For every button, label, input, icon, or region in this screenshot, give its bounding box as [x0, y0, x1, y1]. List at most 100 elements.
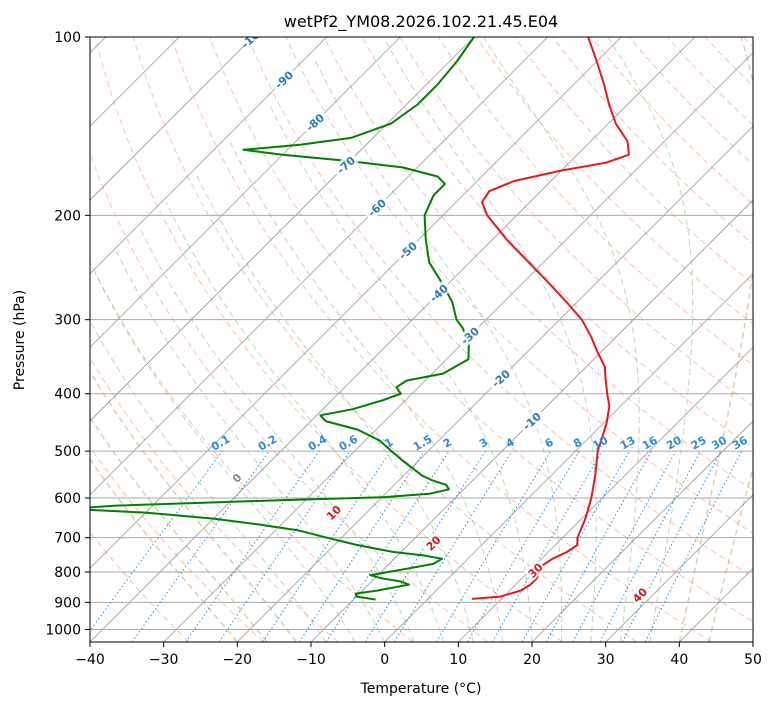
y-tick-label: 500 [54, 444, 81, 460]
moist-adiabat-line [90, 458, 238, 642]
mixing-ratio-label: 0.4 [306, 432, 330, 453]
mixing-ratio-line [262, 450, 392, 642]
moist-adiabat-line [90, 416, 268, 642]
x-tick-label: −10 [296, 652, 326, 668]
moist-adiabat-line [678, 37, 753, 642]
dry-adiabat-label-bg [421, 531, 444, 554]
dry-adiabat-line [323, 37, 753, 491]
isotherm-label-bg [424, 279, 453, 307]
dry-adiabat-line [90, 531, 190, 642]
isotherm-line [384, 273, 753, 642]
mixing-ratio-label: 1 [382, 436, 395, 451]
isotherm-label-bg [362, 193, 391, 221]
isotherm-label-bg [393, 236, 422, 264]
mixing-ratio-line [599, 450, 701, 642]
x-axis-label: Temperature (°C) [360, 681, 482, 697]
isotherm-label-bg [269, 65, 298, 93]
moist-adiabat-line [482, 37, 640, 642]
x-tick-label: 20 [523, 652, 541, 668]
dewpoint-profile-line [90, 37, 475, 601]
mixing-ratio-line [185, 450, 320, 642]
dry-adiabat-line [94, 37, 563, 642]
dry-adiabat-label-bg [628, 583, 651, 606]
moist-adiabat-line [90, 319, 327, 642]
isotherm-line [752, 641, 753, 642]
moist-adiabat-line [383, 37, 597, 642]
mixing-ratio-label: 30 [709, 433, 729, 452]
x-tick-label: 0 [380, 652, 389, 668]
mixing-ratio-line [90, 450, 223, 632]
y-tick-label: 900 [54, 595, 81, 611]
isotherm-line [90, 37, 327, 275]
mixing-ratio-line [325, 450, 450, 642]
dry-adiabat-line [171, 37, 712, 642]
y-tick-label: 400 [54, 387, 81, 403]
profile-lines [90, 37, 630, 601]
dry-adiabat-line [90, 356, 339, 642]
y-tick-label: 1000 [45, 622, 81, 638]
dry-adiabat-line [552, 37, 753, 245]
dry-adiabat-line [90, 260, 414, 642]
y-tick-label: 200 [54, 208, 81, 224]
mixing-ratio-label: 36 [730, 433, 750, 452]
isotherm-line [90, 37, 254, 201]
mixing-ratio-label: 0.1 [209, 433, 232, 454]
moist-adiabat-line [115, 251, 386, 642]
dry-adiabat-line [399, 37, 753, 407]
mixing-ratio-label: 13 [618, 434, 638, 453]
x-tick-label: 30 [597, 652, 615, 668]
dry-adiabat-line [628, 37, 753, 166]
mixing-ratio-line [393, 450, 513, 642]
plot-frame [89, 36, 754, 643]
mixing-ratio-line [435, 450, 552, 642]
dry-adiabat-line [476, 37, 753, 325]
y-axis-label: Pressure (hPa) [12, 290, 28, 390]
y-tick-label: 300 [54, 313, 81, 329]
chart-title: wetPf2_YM08.2026.102.21.45.E04 [284, 12, 558, 32]
mixing-ratio-label: 0.2 [256, 433, 279, 454]
x-tick-label: −20 [223, 652, 253, 668]
mixing-ratio-label: 25 [689, 434, 709, 453]
y-tick-label: 600 [54, 491, 81, 507]
dry-adiabat-line [209, 37, 753, 623]
dry-adiabat-line [90, 152, 488, 642]
dry-adiabat-line [132, 37, 638, 642]
moist-adiabat-line [90, 370, 297, 642]
isotherm-line [531, 420, 753, 642]
isotherm-label-bg [331, 151, 360, 179]
dry-adiabat-line [90, 446, 264, 642]
mixing-ratio-label: 8 [571, 436, 584, 451]
x-tick-label: −40 [75, 652, 105, 668]
moist-adiabat-line [195, 173, 474, 642]
moist-adiabat-line [268, 104, 533, 642]
isotherm-label-bg [300, 108, 329, 136]
x-tick-label: −30 [149, 652, 179, 668]
y-tick-label: 800 [54, 565, 81, 581]
dry-adiabat-label: 30 [526, 561, 546, 581]
isotherm-line [90, 37, 548, 496]
dry-adiabat-label: 20 [424, 533, 444, 553]
isotherm-label-bg [486, 364, 515, 392]
x-tick-label: 10 [449, 652, 467, 668]
line-labels: 0.1 0.2 0.4 0.6 1 1.5 2 3 4 6 8 10 13 16 20 25 30 36-100-… [209, 37, 750, 606]
isotherm-line [90, 37, 622, 569]
dry-adiabat-label-bg [524, 559, 547, 582]
y-tick-label: 100 [54, 30, 81, 46]
dry-adiabat-line [666, 37, 753, 126]
moist-adiabat-line [94, 272, 356, 642]
y-tick-label: 700 [54, 531, 81, 547]
mixing-ratio-label: 0.6 [337, 432, 361, 453]
mixing-ratio-line [218, 450, 351, 642]
mixing-ratio-line [131, 450, 270, 642]
mixing-ratio-line [467, 450, 580, 642]
dry-adiabat-label-bg [322, 501, 345, 524]
mixing-ratio-label: 1.5 [411, 433, 434, 454]
dry-adiabat-line [743, 37, 753, 48]
dry-adiabat-line [704, 37, 753, 87]
axes: −40 −30 −20 −10 0 10 20 30 40 5010020030040050060… [45, 30, 762, 668]
isotherm-label-bg [517, 407, 546, 435]
x-tick-label: 40 [670, 652, 688, 668]
moist-adiabat-line [315, 61, 563, 642]
moist-adiabat-line [708, 465, 753, 642]
